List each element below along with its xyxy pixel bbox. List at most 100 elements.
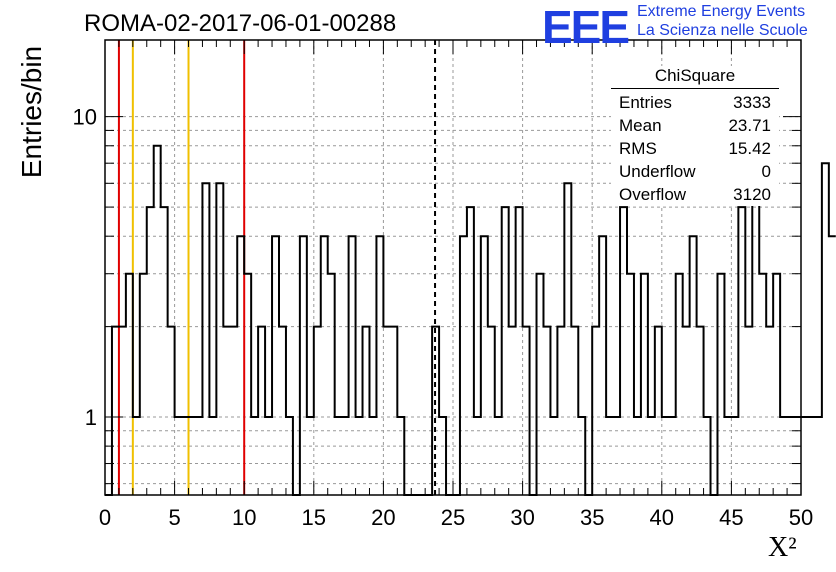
x-tick-label: 40 [650, 505, 674, 530]
histogram-bin [307, 417, 314, 495]
y-tick-label: 10 [73, 105, 97, 130]
histogram-bin [258, 327, 265, 495]
histogram-bin [432, 327, 439, 495]
histogram-bin [369, 417, 376, 495]
histogram-bin [397, 417, 404, 495]
histogram-bin [439, 417, 446, 495]
histogram-bin [620, 207, 627, 495]
histogram-bin [342, 417, 349, 495]
histogram-bin [488, 327, 495, 495]
histogram-bin [140, 274, 147, 495]
histogram-bin [244, 274, 251, 495]
stats-row-underflow: Underflow 0 [619, 162, 771, 181]
histogram-bin [195, 417, 202, 495]
histogram-outline [105, 144, 836, 496]
histogram-bin [147, 207, 154, 495]
stats-row-overflow: Overflow 3120 [619, 185, 771, 204]
histogram-bin [655, 327, 662, 495]
histogram-bin [704, 417, 711, 495]
histogram-bin [133, 417, 140, 495]
histogram-bin [272, 236, 279, 495]
x-tick-label: 25 [441, 505, 465, 530]
histogram-bin [202, 183, 209, 495]
histogram-bin [460, 236, 467, 495]
histogram-bin [237, 236, 244, 495]
x-tick-label: 50 [789, 505, 813, 530]
histogram-bin [363, 327, 370, 495]
eee-logo: EEE [542, 1, 630, 53]
histogram-bin [112, 327, 119, 495]
x-axis-label: X² [768, 532, 797, 563]
histogram-bin [168, 327, 175, 495]
histogram-bin [390, 327, 397, 495]
histogram-bin [627, 274, 634, 495]
histogram-bin [676, 274, 683, 495]
histogram-bin [265, 417, 272, 495]
histogram-bin [328, 274, 335, 495]
histogram-bin [119, 327, 126, 495]
x-tick-label: 45 [719, 505, 743, 530]
histogram-bin [773, 274, 780, 495]
histogram-bin [717, 274, 724, 495]
histogram-bin [648, 417, 655, 495]
histogram-bin [376, 236, 383, 495]
histogram-bin [154, 146, 161, 495]
histogram-bin [335, 417, 342, 495]
histogram-bin [495, 417, 502, 495]
stats-row-entries: Entries 3333 [619, 93, 771, 112]
histogram-bin [161, 207, 168, 495]
histogram-bin [613, 417, 620, 495]
histogram-bin [683, 327, 690, 495]
histogram-bin [690, 236, 697, 495]
histogram-bin [474, 417, 481, 495]
histogram-bin [822, 163, 829, 495]
histogram-bin [300, 236, 307, 495]
histogram-bin [230, 327, 237, 495]
histogram-bin [724, 417, 731, 495]
histogram-bin [634, 417, 641, 495]
histogram-bin [189, 417, 196, 495]
x-tick-label: 20 [371, 505, 395, 530]
x-tick-label: 5 [168, 505, 180, 530]
histogram-bin [745, 327, 752, 495]
histogram-bin [286, 417, 293, 495]
logo-line-1: Extreme Energy Events [637, 3, 806, 20]
histogram-bin [759, 274, 766, 495]
histogram-bin [321, 236, 328, 495]
histogram-bin [801, 417, 808, 495]
x-tick-label: 10 [232, 505, 256, 530]
y-axis-label: Entries/bin [16, 45, 47, 179]
histogram-bin [182, 417, 189, 495]
stats-row-mean: Mean 23.71 [619, 116, 771, 135]
histogram-bin [669, 417, 676, 495]
histogram-bin [467, 207, 474, 495]
histogram-bin [223, 327, 230, 495]
histogram-bin [557, 327, 564, 495]
histogram-bin [808, 417, 815, 495]
x-tick-label: 15 [302, 505, 326, 530]
histogram-bin [606, 417, 613, 495]
histogram-bin [481, 236, 488, 495]
logo-line-2: La Scienza nelle Scuole [637, 22, 808, 39]
x-tick-label: 0 [99, 505, 111, 530]
histogram-bin [543, 327, 550, 495]
histogram-bin [356, 417, 363, 495]
histogram-bin [279, 327, 286, 495]
histogram-bin [564, 183, 571, 495]
stats-box: ChiSquare Entries 3333 Mean 23.71 RMS 15.42… [611, 66, 779, 206]
histogram-bin [578, 417, 585, 495]
stats-title: ChiSquare [611, 66, 779, 89]
histogram-bin [731, 417, 738, 495]
x-tick-label: 30 [510, 505, 534, 530]
y-tick-label: 1 [85, 405, 97, 430]
histogram-bin [314, 327, 321, 495]
histogram-bin [815, 417, 822, 495]
histogram-bin [509, 327, 516, 495]
histogram-bin [829, 236, 836, 495]
histogram-bin [766, 327, 773, 495]
histogram-bin [537, 274, 544, 495]
histogram-bin [599, 236, 606, 495]
histogram-bin [738, 207, 745, 495]
histogram-bin [502, 207, 509, 495]
